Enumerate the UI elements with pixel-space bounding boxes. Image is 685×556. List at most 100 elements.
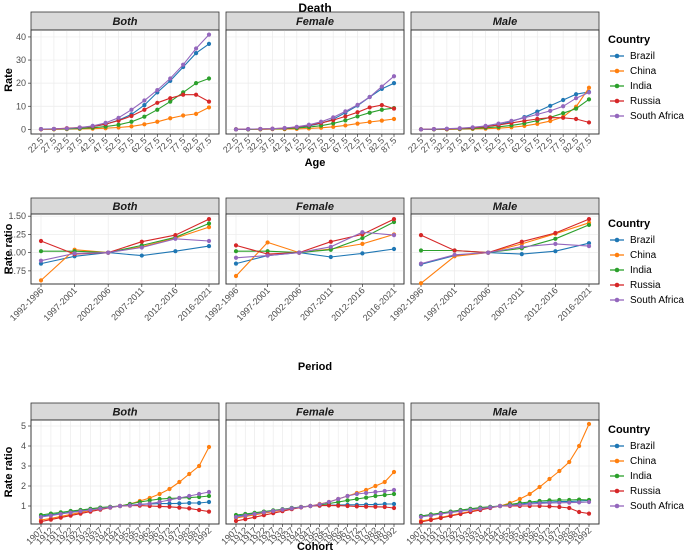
data-point-russia	[567, 505, 572, 511]
data-point-south-africa	[478, 506, 483, 511]
legend-entry-label: India	[630, 265, 652, 276]
data-point-china	[206, 105, 212, 110]
data-point-russia	[573, 116, 579, 122]
data-point-china	[157, 491, 162, 497]
data-point-india	[206, 221, 212, 226]
legend-entry-label: Russia	[630, 486, 661, 497]
data-point-south-africa	[117, 503, 123, 509]
data-point-south-africa	[308, 503, 313, 509]
data-point-russia	[448, 513, 453, 519]
series-line-brazil	[40, 245, 210, 265]
data-point-russia	[328, 239, 333, 244]
legend-key-point	[614, 98, 620, 104]
panel-female: Female1907191219171922192719321937194219…	[219, 402, 405, 547]
data-point-china	[379, 118, 384, 123]
data-point-china	[548, 118, 553, 124]
y-axis-title: Rate ratio	[3, 446, 15, 497]
series-line-brazil	[235, 248, 395, 265]
data-point-south-africa	[354, 491, 359, 497]
data-point-south-africa	[103, 120, 108, 126]
y-tick-label: 1.50	[8, 211, 26, 221]
data-point-south-africa	[147, 501, 152, 506]
panel-border	[30, 419, 220, 525]
data-point-brazil	[177, 501, 182, 506]
data-point-brazil	[233, 261, 239, 266]
data-point-south-africa	[586, 499, 592, 505]
data-point-south-africa	[537, 501, 542, 506]
panel-border	[30, 29, 220, 135]
data-point-china	[373, 483, 378, 489]
data-point-south-africa	[38, 127, 44, 132]
x-tick-label: 2016-2021	[556, 285, 594, 323]
data-point-india	[418, 248, 424, 253]
data-point-south-africa	[331, 115, 336, 120]
y-tick-label: 0.75	[8, 266, 26, 276]
data-point-russia	[155, 100, 160, 105]
data-point-south-africa	[318, 119, 324, 124]
data-point-south-africa	[343, 109, 348, 114]
data-point-china	[197, 463, 202, 469]
data-point-india	[206, 493, 212, 499]
data-point-south-africa	[364, 490, 369, 496]
data-point-south-africa	[527, 501, 532, 507]
panel-border	[410, 213, 600, 285]
data-point-brazil	[328, 254, 333, 260]
data-point-south-africa	[379, 84, 384, 89]
x-axis-title: Age	[305, 157, 326, 169]
data-point-india	[336, 499, 341, 505]
data-point-south-africa	[258, 126, 263, 132]
data-point-south-africa	[127, 503, 133, 508]
data-point-china	[187, 471, 192, 477]
data-point-russia	[181, 92, 186, 97]
data-point-russia	[197, 507, 202, 513]
data-point-south-africa	[317, 502, 322, 507]
data-point-china	[331, 124, 336, 129]
data-point-india	[367, 110, 372, 115]
legend-title: Country	[608, 34, 651, 46]
data-point-south-africa	[444, 126, 449, 131]
data-point-south-africa	[270, 126, 275, 131]
panel-strip-label: Both	[112, 407, 137, 419]
panel-frame	[30, 419, 220, 525]
data-point-south-africa	[326, 499, 332, 505]
x-tick-label: 1997-2001	[42, 285, 80, 323]
legend-key-point	[614, 237, 620, 243]
data-point-south-africa	[243, 513, 248, 518]
legend-title: Country	[608, 424, 651, 436]
data-point-russia	[336, 503, 341, 508]
data-point-russia	[206, 99, 212, 104]
data-point-russia	[418, 519, 424, 525]
panel-male: Male1992-19961997-20012002-20062007-2011…	[388, 197, 600, 323]
data-point-china	[177, 479, 182, 485]
data-point-russia	[553, 230, 558, 236]
data-point-india	[586, 222, 592, 228]
data-point-south-africa	[233, 255, 239, 260]
panel-border	[410, 29, 600, 135]
legend-key-point	[614, 443, 620, 449]
y-axis-title: Rate ratio	[3, 223, 15, 274]
data-point-south-africa	[509, 118, 514, 123]
data-point-south-africa	[488, 505, 493, 510]
data-point-china	[537, 484, 542, 490]
data-point-south-africa	[297, 250, 302, 255]
data-point-india	[586, 97, 592, 102]
y-tick-label: 4	[21, 441, 26, 451]
data-point-south-africa	[206, 489, 212, 495]
data-point-india	[553, 236, 558, 241]
legend: Country Brazil China India Russia South Afric…	[608, 424, 684, 512]
legend-entry-label: China	[630, 66, 657, 77]
y-tick-label: 3	[21, 461, 26, 471]
panel-both: Both0.751.001.251.501992-19961997-200120…	[8, 197, 220, 323]
data-point-india	[391, 491, 397, 497]
data-point-china	[355, 121, 360, 126]
data-point-china	[586, 421, 592, 427]
data-point-south-africa	[181, 62, 186, 67]
data-point-south-africa	[486, 250, 491, 255]
x-axis-title: Cohort	[297, 541, 333, 553]
data-point-china	[391, 116, 397, 122]
data-point-south-africa	[468, 507, 473, 513]
data-point-russia	[233, 518, 239, 524]
data-point-south-africa	[391, 233, 397, 238]
series-line-india	[421, 224, 590, 254]
